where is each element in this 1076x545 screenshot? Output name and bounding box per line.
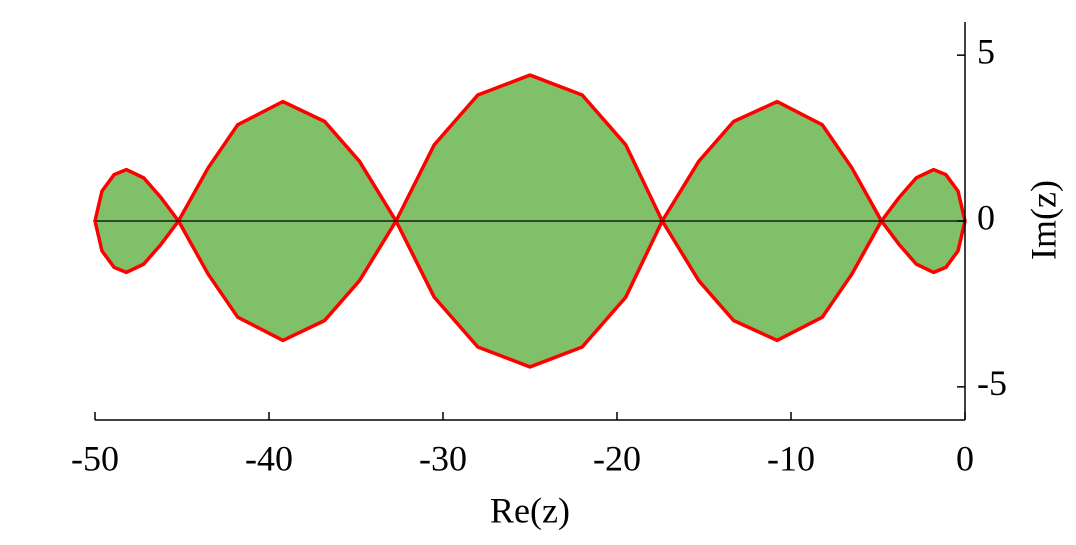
x-tick-label: -20 <box>593 438 641 478</box>
x-tick-label: -40 <box>245 438 293 478</box>
x-tick-label: -10 <box>767 438 815 478</box>
x-tick-label: 0 <box>956 438 974 478</box>
x-axis-label: Re(z) <box>490 490 570 530</box>
x-tick-label: -30 <box>419 438 467 478</box>
y-tick-label: 5 <box>977 31 995 71</box>
y-axis-label: Im(z) <box>1023 180 1063 260</box>
y-tick-label: 0 <box>977 197 995 237</box>
x-tick-label: -50 <box>71 438 119 478</box>
y-tick-label: -5 <box>977 363 1007 403</box>
